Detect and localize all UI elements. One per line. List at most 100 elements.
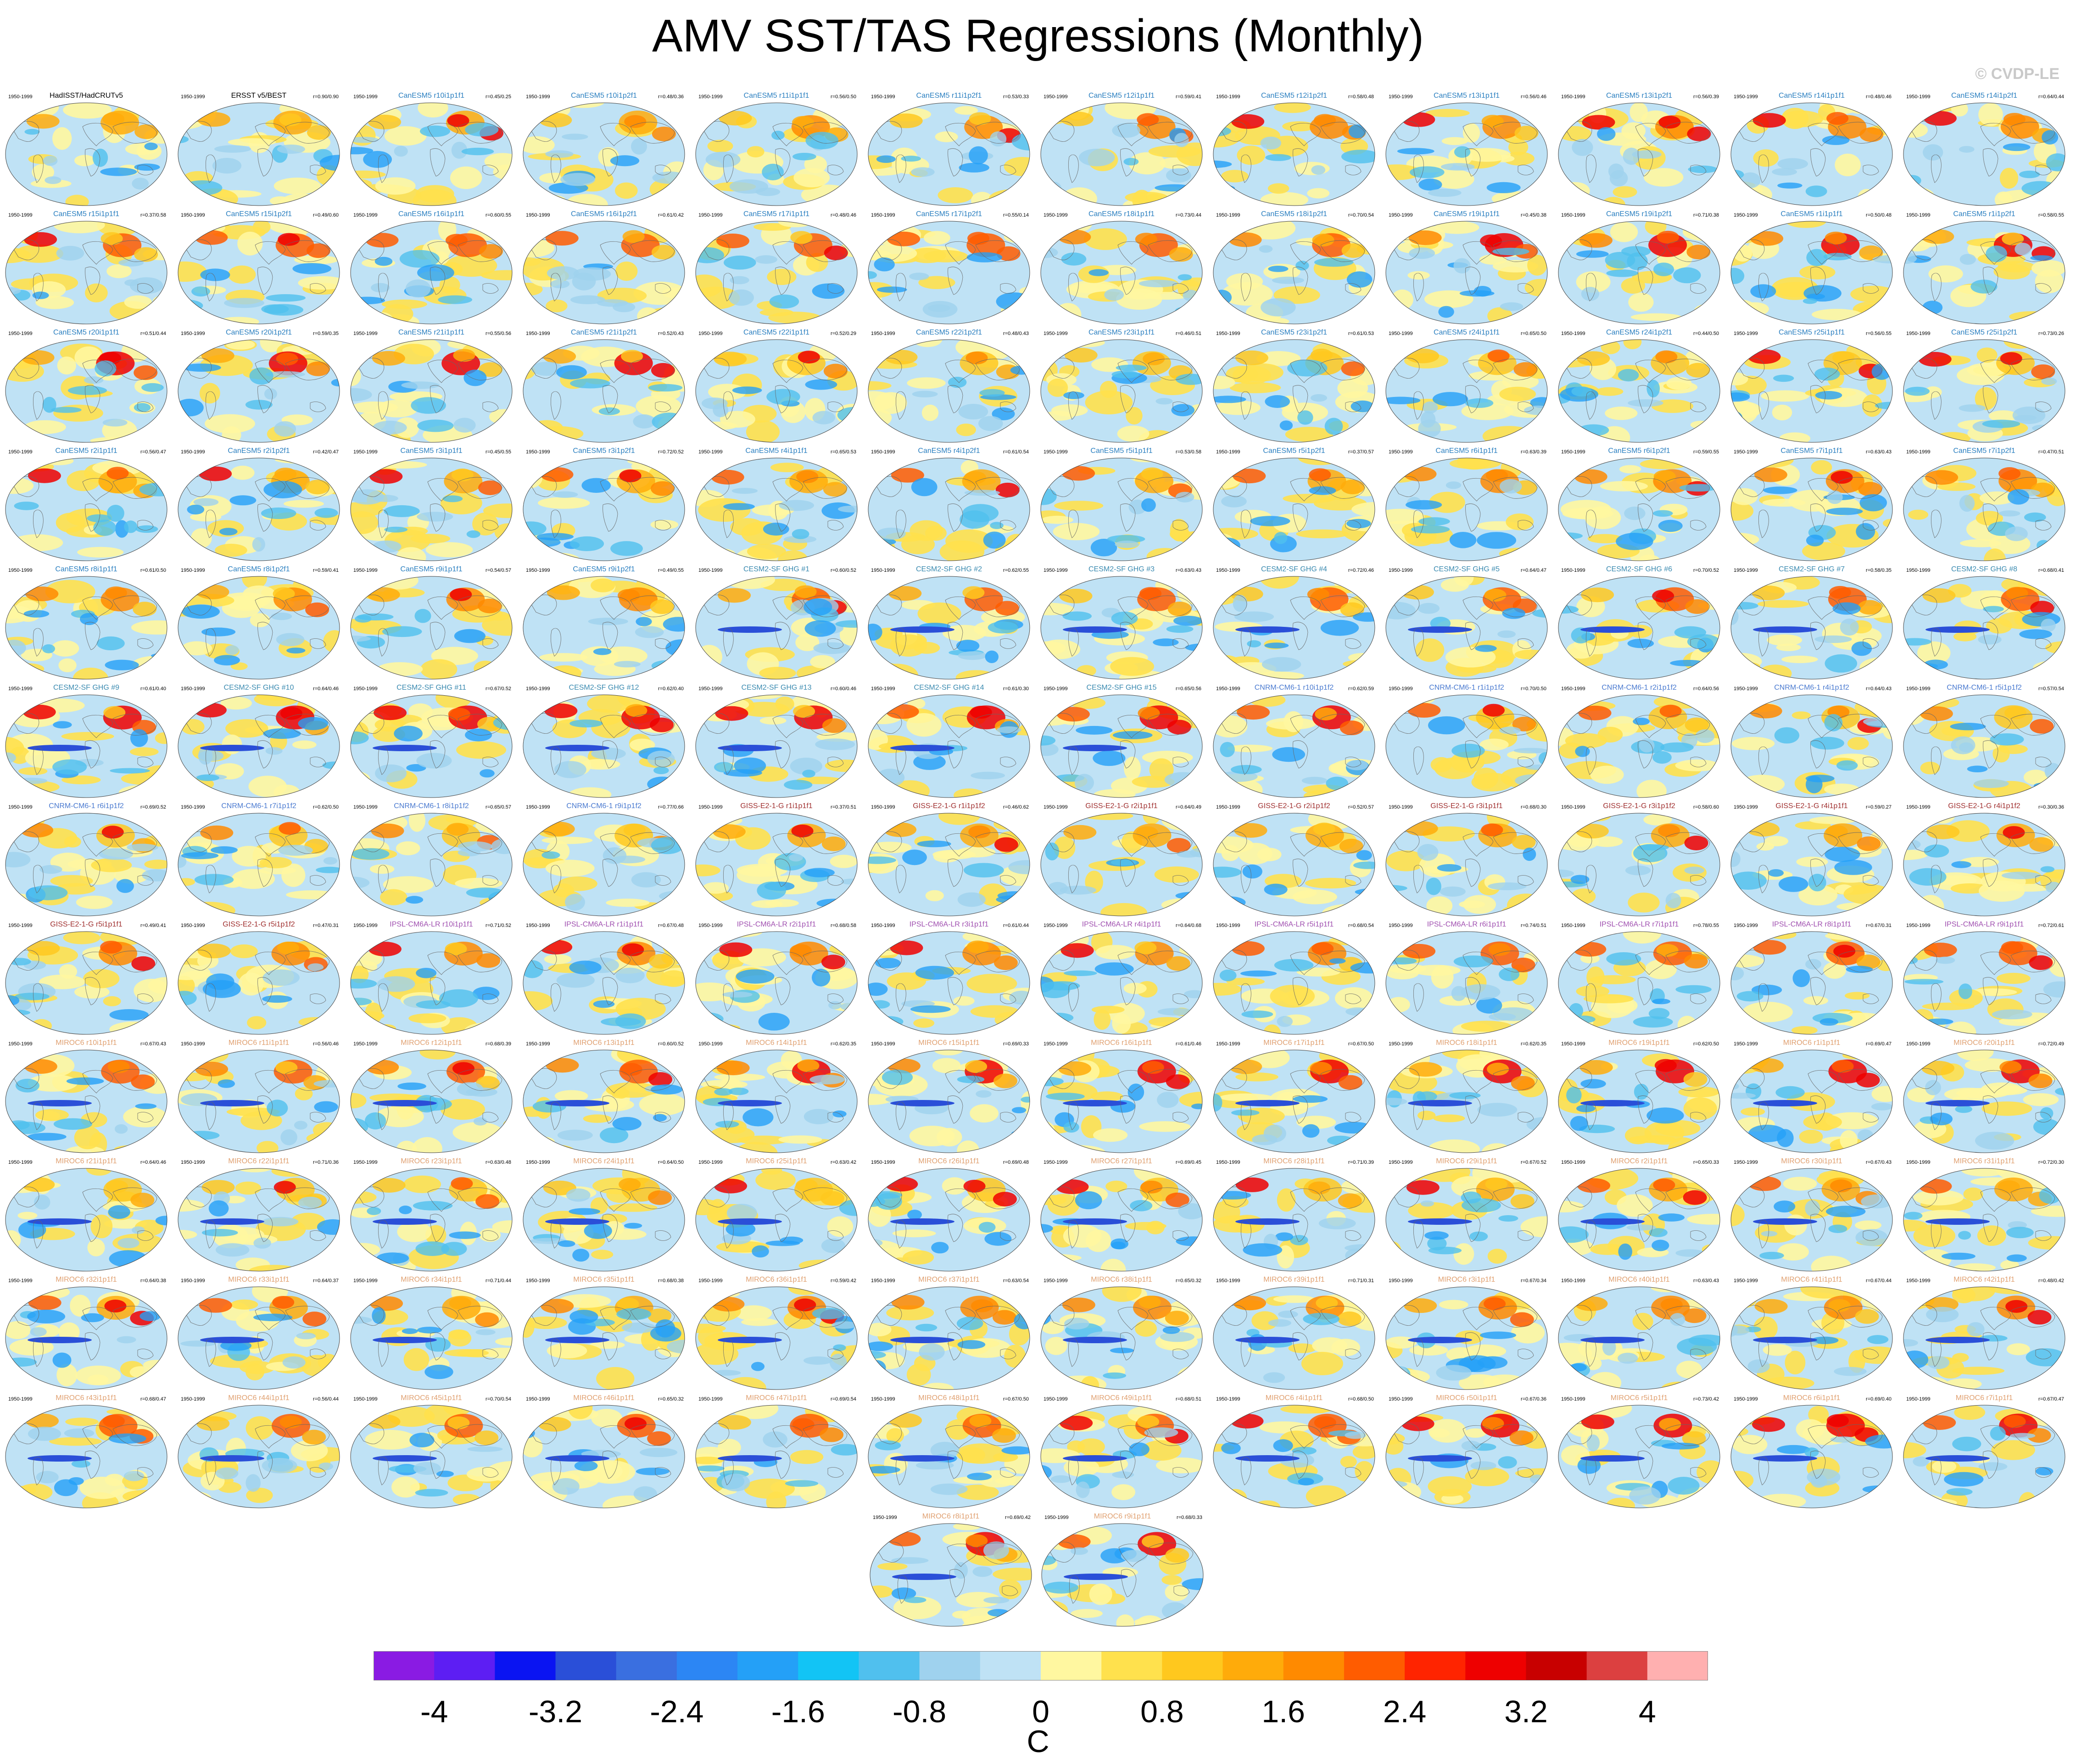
- panel-correlation: r=0.71/0.52: [486, 923, 511, 928]
- panel-period: 1950-1999: [526, 94, 550, 100]
- panel-correlation: r=0.67/0.31: [1866, 923, 1892, 928]
- panel-correlation: r=0.61/0.54: [1003, 449, 1029, 455]
- regression-map: [1558, 931, 1720, 1035]
- panel-correlation: r=0.64/0.46: [140, 1160, 166, 1165]
- map-panel: 1950-1999 MIROC6 r34i1p1f1 r=0.71/0.44: [349, 1276, 514, 1391]
- panel-dataset-name: MIROC6 r12i1p1f1: [401, 1039, 462, 1047]
- colorbar-tick-label: 0.8: [1140, 1694, 1184, 1729]
- map-panel: 1950-1999 MIROC6 r39i1p1f1 r=0.71/0.31: [1211, 1276, 1377, 1391]
- panel-period: 1950-1999: [8, 923, 33, 928]
- panel-correlation: r=0.62/0.50: [1693, 1041, 1719, 1047]
- colorbar-swatch: [1465, 1651, 1526, 1680]
- map-panel: 1950-1999 CESM2-SF GHG #13 r=0.60/0.46: [694, 684, 859, 799]
- regression-map: [1040, 221, 1203, 324]
- regression-map: [523, 931, 685, 1035]
- panel-period: 1950-1999: [1734, 331, 1758, 336]
- panel-correlation: r=0.45/0.38: [1521, 212, 1546, 218]
- panel-period: 1950-1999: [181, 449, 205, 455]
- panel-correlation: r=0.64/0.37: [313, 1278, 339, 1284]
- map-panel: 1950-1999 CNRM-CM6-1 r10i1p1f2 r=0.62/0.59: [1211, 684, 1377, 799]
- panel-dataset-name: MIROC6 r45i1p1f1: [401, 1394, 462, 1402]
- regression-map: [350, 1168, 513, 1272]
- map-panel: 1950-1999 MIROC6 r8i1p1f1 r=0.69/0.42: [868, 1513, 1033, 1628]
- map-panel: 1950-1999 CanESM5 r24i1p1f1 r=0.65/0.50: [1384, 329, 1549, 444]
- panel-correlation: r=0.63/0.39: [1521, 449, 1546, 455]
- panel-correlation: r=0.64/0.50: [658, 1160, 684, 1165]
- panel-dataset-name: ERSST v5/BEST: [231, 92, 287, 100]
- regression-map: [695, 694, 858, 798]
- map-panel: 1950-1999 CESM2-SF GHG #6 r=0.70/0.52: [1557, 565, 1722, 681]
- panel-correlation: r=0.72/0.30: [2038, 1160, 2064, 1165]
- regression-map: [1213, 102, 1375, 206]
- map-panel: 1950-1999 MIROC6 r16i1p1f1 r=0.61/0.46: [1039, 1039, 1204, 1155]
- regression-map: [1730, 694, 1893, 798]
- panel-dataset-name: CanESM5 r24i1p2f1: [1606, 329, 1673, 336]
- regression-map: [178, 1405, 340, 1508]
- panel-period: 1950-1999: [1561, 804, 1585, 810]
- panel-dataset-name: MIROC6 r47i1p1f1: [746, 1394, 807, 1402]
- regression-map: [1903, 1049, 2065, 1153]
- panel-period: 1950-1999: [698, 94, 723, 100]
- colorbar-swatch: [616, 1651, 677, 1680]
- panel-dataset-name: CanESM5 r10i1p2f1: [570, 92, 637, 100]
- regression-map: [1730, 102, 1893, 206]
- regression-map: [350, 339, 513, 443]
- panel-period: 1950-1999: [353, 923, 378, 928]
- panel-correlation: r=0.61/0.50: [140, 568, 166, 573]
- panel-period: 1950-1999: [181, 923, 205, 928]
- panel-period: 1950-1999: [526, 923, 550, 928]
- map-panel: 1950-1999 MIROC6 r9i1p1f1 r=0.68/0.33: [1040, 1513, 1205, 1628]
- panel-period: 1950-1999: [1906, 331, 1931, 336]
- panel-dataset-name: CESM2-SF GHG #11: [396, 684, 466, 692]
- regression-map: [1213, 576, 1375, 680]
- panel-correlation: r=0.61/0.46: [1176, 1041, 1201, 1047]
- panel-period: 1950-1999: [526, 212, 550, 218]
- panel-period: 1950-1999: [871, 1396, 895, 1402]
- map-panel: 1950-1999 CanESM5 r23i1p1f1 r=0.46/0.51: [1039, 329, 1204, 444]
- panel-period: 1950-1999: [1216, 331, 1240, 336]
- panel-correlation: r=0.47/0.31: [313, 923, 339, 928]
- panel-dataset-name: CanESM5 r3i1p1f1: [400, 447, 463, 455]
- panel-dataset-name: MIROC6 r29i1p1f1: [1436, 1157, 1497, 1165]
- panel-dataset-name: MIROC6 r20i1p1f1: [1953, 1039, 2015, 1047]
- colorbar-tick-label: 2.4: [1383, 1694, 1427, 1729]
- panel-correlation: r=0.45/0.25: [486, 94, 511, 100]
- panel-period: 1950-1999: [353, 568, 378, 573]
- map-panel: 1950-1999 CESM2-SF GHG #5 r=0.64/0.47: [1384, 565, 1549, 681]
- map-panel: 1950-1999 CESM2-SF GHG #4 r=0.72/0.46: [1211, 565, 1377, 681]
- panel-dataset-name: MIROC6 r10i1p1f1: [56, 1039, 117, 1047]
- panel-dataset-name: MIROC6 r35i1p1f1: [573, 1276, 635, 1284]
- regression-map: [1385, 1405, 1548, 1508]
- map-panel: 1950-1999 MIROC6 r50i1p1f1 r=0.67/0.36: [1384, 1394, 1549, 1510]
- panel-dataset-name: CanESM5 r14i1p1f1: [1778, 92, 1845, 100]
- panel-period: 1950-1999: [871, 331, 895, 336]
- panel-period: 1950-1999: [1389, 923, 1413, 928]
- panel-period: 1950-1999: [353, 686, 378, 692]
- map-panel: 1950-1999 CanESM5 r21i1p2f1 r=0.52/0.43: [521, 329, 686, 444]
- regression-map: [1213, 1049, 1375, 1153]
- regression-map: [1730, 1049, 1893, 1153]
- map-panel: 1950-1999 MIROC6 r33i1p1f1 r=0.64/0.37: [176, 1276, 341, 1391]
- panel-period: 1950-1999: [1561, 1396, 1585, 1402]
- panel-period: 1950-1999: [353, 331, 378, 336]
- panel-period: 1950-1999: [1389, 1278, 1413, 1284]
- panel-dataset-name: MIROC6 r39i1p1f1: [1263, 1276, 1325, 1284]
- panel-dataset-name: MIROC6 r49i1p1f1: [1091, 1394, 1152, 1402]
- panel-correlation: r=0.68/0.58: [831, 923, 856, 928]
- regression-map: [1213, 1405, 1375, 1508]
- panel-period: 1950-1999: [353, 1160, 378, 1165]
- panel-correlation: r=0.45/0.55: [486, 449, 511, 455]
- panel-dataset-name: MIROC6 r9i1p1f1: [1094, 1513, 1151, 1520]
- map-panel: 1950-1999 CESM2-SF GHG #10 r=0.64/0.46: [176, 684, 341, 799]
- regression-map: [5, 931, 167, 1035]
- panel-period: 1950-1999: [1906, 94, 1931, 100]
- colorbar-swatch: [434, 1651, 495, 1680]
- panel-correlation: r=0.49/0.55: [658, 568, 684, 573]
- regression-map: [1040, 576, 1203, 680]
- panel-dataset-name: CanESM5 r5i1p1f1: [1090, 447, 1153, 455]
- panel-period: 1950-1999: [1216, 804, 1240, 810]
- panel-period: 1950-1999: [1561, 331, 1585, 336]
- map-panel: 1950-1999 CanESM5 r14i1p1f1 r=0.48/0.46: [1729, 92, 1894, 207]
- panel-dataset-name: CanESM5 r21i1p2f1: [570, 329, 637, 336]
- regression-map: [5, 1049, 167, 1153]
